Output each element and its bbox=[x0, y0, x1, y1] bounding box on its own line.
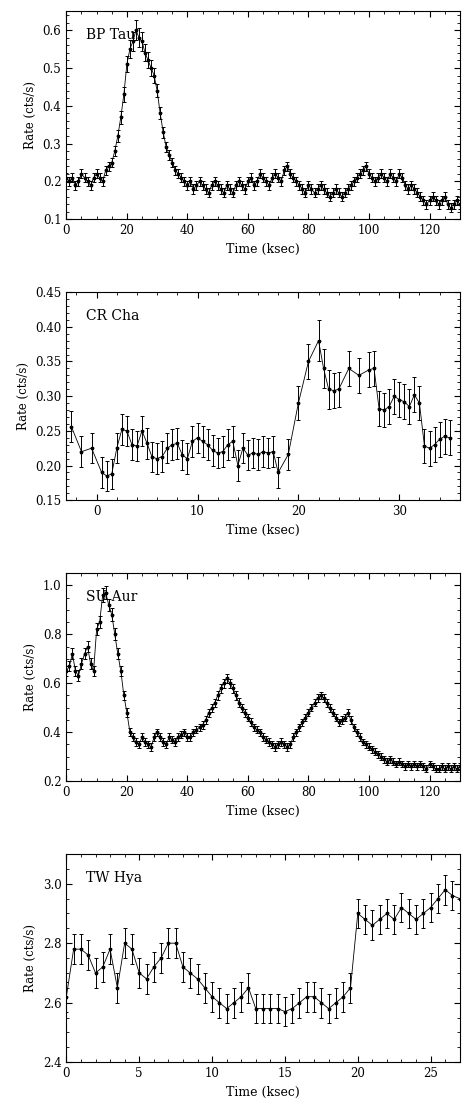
Text: SU Aur: SU Aur bbox=[86, 589, 137, 604]
Text: BP Tau: BP Tau bbox=[86, 28, 135, 41]
Text: TW Hya: TW Hya bbox=[86, 871, 142, 884]
Y-axis label: Rate (cts/s): Rate (cts/s) bbox=[24, 643, 37, 711]
Text: CR Cha: CR Cha bbox=[86, 309, 139, 323]
X-axis label: Time (ksec): Time (ksec) bbox=[226, 523, 300, 537]
X-axis label: Time (ksec): Time (ksec) bbox=[226, 243, 300, 256]
X-axis label: Time (ksec): Time (ksec) bbox=[226, 805, 300, 817]
Y-axis label: Rate (cts/s): Rate (cts/s) bbox=[24, 925, 37, 992]
Y-axis label: Rate (cts/s): Rate (cts/s) bbox=[24, 82, 37, 149]
X-axis label: Time (ksec): Time (ksec) bbox=[226, 1086, 300, 1099]
Y-axis label: Rate (cts/s): Rate (cts/s) bbox=[17, 362, 30, 430]
